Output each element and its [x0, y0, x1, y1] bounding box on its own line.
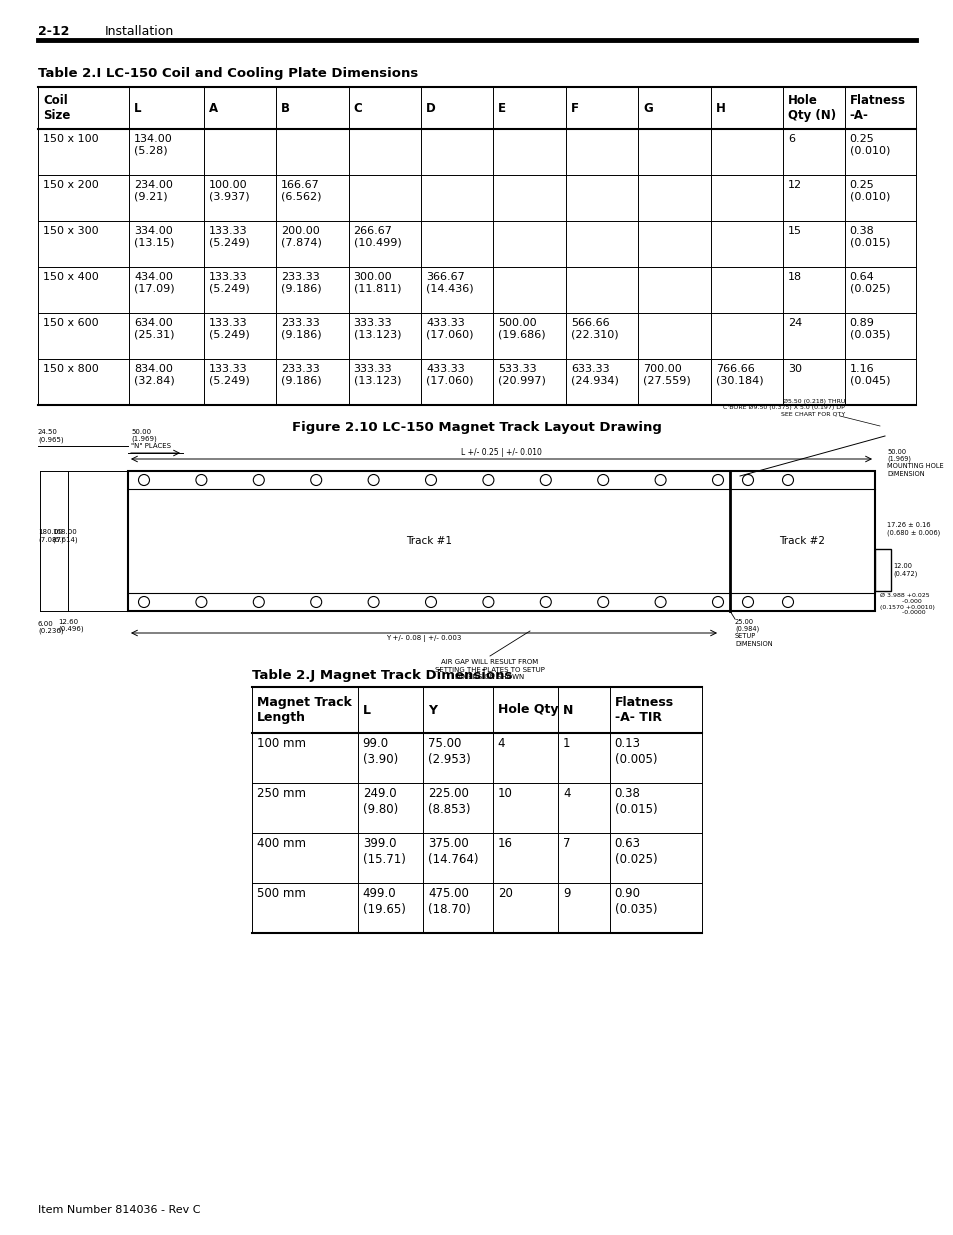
- Text: A: A: [209, 101, 217, 115]
- Text: 399.0
(15.71): 399.0 (15.71): [362, 837, 405, 866]
- Text: 18: 18: [787, 272, 801, 282]
- Text: Y +/- 0.08 | +/- 0.003: Y +/- 0.08 | +/- 0.003: [386, 635, 461, 642]
- Text: Item Number 814036 - Rev C: Item Number 814036 - Rev C: [38, 1205, 200, 1215]
- Text: 10: 10: [497, 787, 512, 800]
- Text: Table 2.I LC-150 Coil and Cooling Plate Dimensions: Table 2.I LC-150 Coil and Cooling Plate …: [38, 67, 417, 80]
- Text: L +/- 0.25 | +/- 0.010: L +/- 0.25 | +/- 0.010: [460, 448, 541, 457]
- Text: Flatness
-A- TIR: Flatness -A- TIR: [614, 695, 673, 724]
- Text: 499.0
(19.65): 499.0 (19.65): [362, 887, 405, 915]
- Text: 834.00
(32.84): 834.00 (32.84): [134, 363, 174, 385]
- Text: 150 x 400: 150 x 400: [43, 272, 99, 282]
- Text: 99.0
(3.90): 99.0 (3.90): [362, 737, 397, 766]
- Text: 150 x 600: 150 x 600: [43, 317, 98, 327]
- Text: 433.33
(17.060): 433.33 (17.060): [425, 317, 473, 340]
- Text: 0.89
(0.035): 0.89 (0.035): [849, 317, 889, 340]
- Text: 30: 30: [787, 363, 801, 374]
- Text: Y: Y: [428, 704, 436, 716]
- Text: 400 mm: 400 mm: [256, 837, 306, 850]
- Text: Installation: Installation: [105, 25, 174, 38]
- Text: 225.00
(8.853): 225.00 (8.853): [428, 787, 470, 815]
- Text: 200.00
(7.874): 200.00 (7.874): [281, 226, 322, 247]
- Text: 233.33
(9.186): 233.33 (9.186): [281, 317, 321, 340]
- Text: 133.33
(5.249): 133.33 (5.249): [209, 363, 249, 385]
- Text: 0.38
(0.015): 0.38 (0.015): [849, 226, 889, 247]
- Text: H: H: [715, 101, 724, 115]
- Text: 266.67
(10.499): 266.67 (10.499): [354, 226, 401, 247]
- Text: 6.00
(0.236): 6.00 (0.236): [38, 621, 64, 635]
- Bar: [874, 550, 890, 592]
- Text: 333.33
(13.123): 333.33 (13.123): [354, 317, 400, 340]
- Text: 16: 16: [497, 837, 512, 850]
- Text: 2-12: 2-12: [38, 25, 70, 38]
- Text: 4: 4: [562, 787, 570, 800]
- Text: 0.90
(0.035): 0.90 (0.035): [614, 887, 657, 915]
- Text: 100.00
(3.937): 100.00 (3.937): [209, 179, 249, 201]
- Text: 233.33
(9.186): 233.33 (9.186): [281, 272, 321, 294]
- Text: 0.64
(0.025): 0.64 (0.025): [849, 272, 889, 294]
- Text: 500.00
(19.686): 500.00 (19.686): [497, 317, 545, 340]
- Text: 134.00
(5.28): 134.00 (5.28): [134, 133, 172, 156]
- Text: E: E: [497, 101, 506, 115]
- Text: 7: 7: [562, 837, 570, 850]
- Text: Track #1: Track #1: [406, 536, 452, 546]
- Text: 633.33
(24.934): 633.33 (24.934): [570, 363, 618, 385]
- Text: 133.33
(5.249): 133.33 (5.249): [209, 226, 249, 247]
- Text: 75.00
(2.953): 75.00 (2.953): [428, 737, 470, 766]
- Text: 166.67
(6.562): 166.67 (6.562): [281, 179, 321, 201]
- Text: 150 x 800: 150 x 800: [43, 363, 99, 374]
- Text: Flatness
-A-: Flatness -A-: [849, 94, 904, 122]
- Text: 0.25
(0.010): 0.25 (0.010): [849, 133, 889, 156]
- Text: Coil
Size: Coil Size: [43, 94, 71, 122]
- Text: F: F: [570, 101, 578, 115]
- Text: L: L: [134, 101, 142, 115]
- Text: 12: 12: [787, 179, 801, 190]
- Text: C: C: [354, 101, 362, 115]
- Text: AIR GAP WILL RESULT FROM
SETTING THE PLATES TO SETUP
DIMENSION SHOWN: AIR GAP WILL RESULT FROM SETTING THE PLA…: [435, 659, 544, 680]
- Text: 20: 20: [497, 887, 512, 900]
- Text: 375.00
(14.764): 375.00 (14.764): [428, 837, 478, 866]
- Text: 6: 6: [787, 133, 794, 143]
- Text: Table 2.J Magnet Track Dimensions: Table 2.J Magnet Track Dimensions: [252, 669, 512, 682]
- Text: 366.67
(14.436): 366.67 (14.436): [425, 272, 473, 294]
- Text: 634.00
(25.31): 634.00 (25.31): [134, 317, 174, 340]
- Text: 168.00
(6.614): 168.00 (6.614): [52, 530, 77, 542]
- Text: 0.63
(0.025): 0.63 (0.025): [614, 837, 657, 866]
- Text: 434.00
(17.09): 434.00 (17.09): [134, 272, 174, 294]
- Text: 50.00
(1.969)
MOUNTING HOLE
DIMENSION: 50.00 (1.969) MOUNTING HOLE DIMENSION: [886, 450, 943, 477]
- Text: 300.00
(11.811): 300.00 (11.811): [354, 272, 400, 294]
- Text: 15: 15: [787, 226, 801, 236]
- Text: 24.50
(0.965): 24.50 (0.965): [38, 430, 64, 443]
- Text: 334.00
(13.15): 334.00 (13.15): [134, 226, 174, 247]
- Text: 24: 24: [787, 317, 801, 327]
- Text: 12.60
(0.496): 12.60 (0.496): [58, 619, 84, 632]
- Text: Hole Qty: Hole Qty: [497, 704, 558, 716]
- Text: 1.16
(0.045): 1.16 (0.045): [849, 363, 889, 385]
- Text: 133.33
(5.249): 133.33 (5.249): [209, 272, 249, 294]
- Text: 249.0
(9.80): 249.0 (9.80): [362, 787, 397, 815]
- Text: 17.26 ± 0.16
(0.680 ± 0.006): 17.26 ± 0.16 (0.680 ± 0.006): [886, 522, 940, 536]
- Text: 9: 9: [562, 887, 570, 900]
- Text: Track #2: Track #2: [779, 536, 824, 546]
- Text: Magnet Track
Length: Magnet Track Length: [256, 695, 352, 724]
- Text: 50.00
(1.969)
"N" PLACES: 50.00 (1.969) "N" PLACES: [131, 429, 171, 450]
- Text: 100 mm: 100 mm: [256, 737, 306, 750]
- Text: 133.33
(5.249): 133.33 (5.249): [209, 317, 249, 340]
- Text: 433.33
(17.060): 433.33 (17.060): [425, 363, 473, 385]
- Text: 766.66
(30.184): 766.66 (30.184): [715, 363, 762, 385]
- Text: 533.33
(20.997): 533.33 (20.997): [497, 363, 546, 385]
- Text: 250 mm: 250 mm: [256, 787, 306, 800]
- Text: Hole
Qty (N): Hole Qty (N): [787, 94, 836, 122]
- Text: 25.00
(0.984)
SETUP
DIMENSION: 25.00 (0.984) SETUP DIMENSION: [734, 619, 772, 646]
- Text: 12.00
(0.472): 12.00 (0.472): [892, 563, 917, 577]
- Text: 150 x 100: 150 x 100: [43, 133, 98, 143]
- Text: 475.00
(18.70): 475.00 (18.70): [428, 887, 470, 915]
- Bar: [128, 471, 874, 611]
- Text: 4: 4: [497, 737, 505, 750]
- Text: Figure 2.10 LC-150 Magnet Track Layout Drawing: Figure 2.10 LC-150 Magnet Track Layout D…: [292, 421, 661, 433]
- Text: 233.33
(9.186): 233.33 (9.186): [281, 363, 321, 385]
- Text: 333.33
(13.123): 333.33 (13.123): [354, 363, 400, 385]
- Text: G: G: [642, 101, 652, 115]
- Text: Ø 3.988 +0.025
           -0.000
(0.1570 +0.0010)
           -0.0000: Ø 3.988 +0.025 -0.000 (0.1570 +0.0010) -…: [879, 593, 934, 615]
- Text: 234.00
(9.21): 234.00 (9.21): [134, 179, 172, 201]
- Text: N: N: [562, 704, 573, 716]
